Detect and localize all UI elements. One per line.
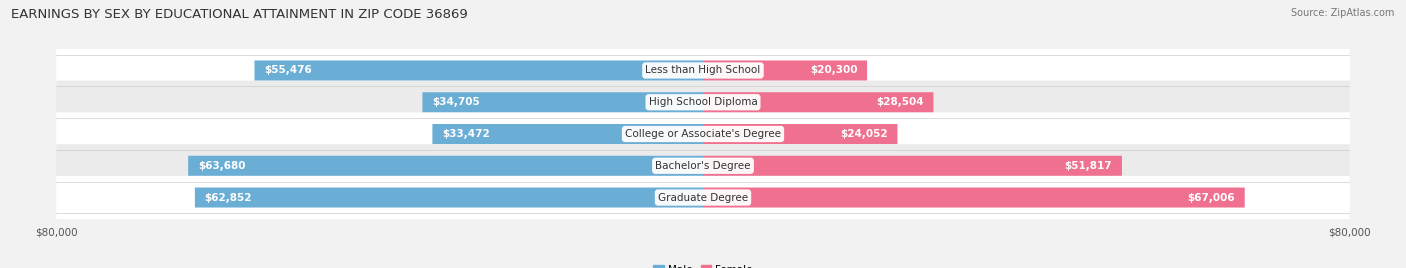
FancyBboxPatch shape	[56, 49, 1350, 92]
FancyBboxPatch shape	[195, 188, 703, 207]
FancyBboxPatch shape	[56, 112, 1350, 156]
Text: $24,052: $24,052	[841, 129, 887, 139]
FancyBboxPatch shape	[703, 124, 897, 144]
Text: Graduate Degree: Graduate Degree	[658, 192, 748, 203]
Text: $67,006: $67,006	[1188, 192, 1234, 203]
Text: Bachelor's Degree: Bachelor's Degree	[655, 161, 751, 171]
FancyBboxPatch shape	[703, 61, 868, 80]
Text: Source: ZipAtlas.com: Source: ZipAtlas.com	[1291, 8, 1395, 18]
Text: $33,472: $33,472	[441, 129, 489, 139]
FancyBboxPatch shape	[703, 92, 934, 112]
FancyBboxPatch shape	[703, 188, 1244, 207]
Text: $28,504: $28,504	[876, 97, 924, 107]
FancyBboxPatch shape	[703, 156, 1122, 176]
Text: $55,476: $55,476	[264, 65, 312, 76]
Text: Less than High School: Less than High School	[645, 65, 761, 76]
FancyBboxPatch shape	[56, 81, 1350, 124]
Text: EARNINGS BY SEX BY EDUCATIONAL ATTAINMENT IN ZIP CODE 36869: EARNINGS BY SEX BY EDUCATIONAL ATTAINMEN…	[11, 8, 468, 21]
Legend: Male, Female: Male, Female	[654, 265, 752, 268]
FancyBboxPatch shape	[254, 61, 703, 80]
FancyBboxPatch shape	[188, 156, 703, 176]
Text: $34,705: $34,705	[432, 97, 479, 107]
FancyBboxPatch shape	[56, 176, 1350, 219]
Text: $63,680: $63,680	[198, 161, 246, 171]
Text: High School Diploma: High School Diploma	[648, 97, 758, 107]
Text: $51,817: $51,817	[1064, 161, 1112, 171]
FancyBboxPatch shape	[56, 144, 1350, 187]
Text: College or Associate's Degree: College or Associate's Degree	[626, 129, 780, 139]
FancyBboxPatch shape	[422, 92, 703, 112]
Text: $20,300: $20,300	[810, 65, 858, 76]
Text: $62,852: $62,852	[205, 192, 252, 203]
FancyBboxPatch shape	[433, 124, 703, 144]
